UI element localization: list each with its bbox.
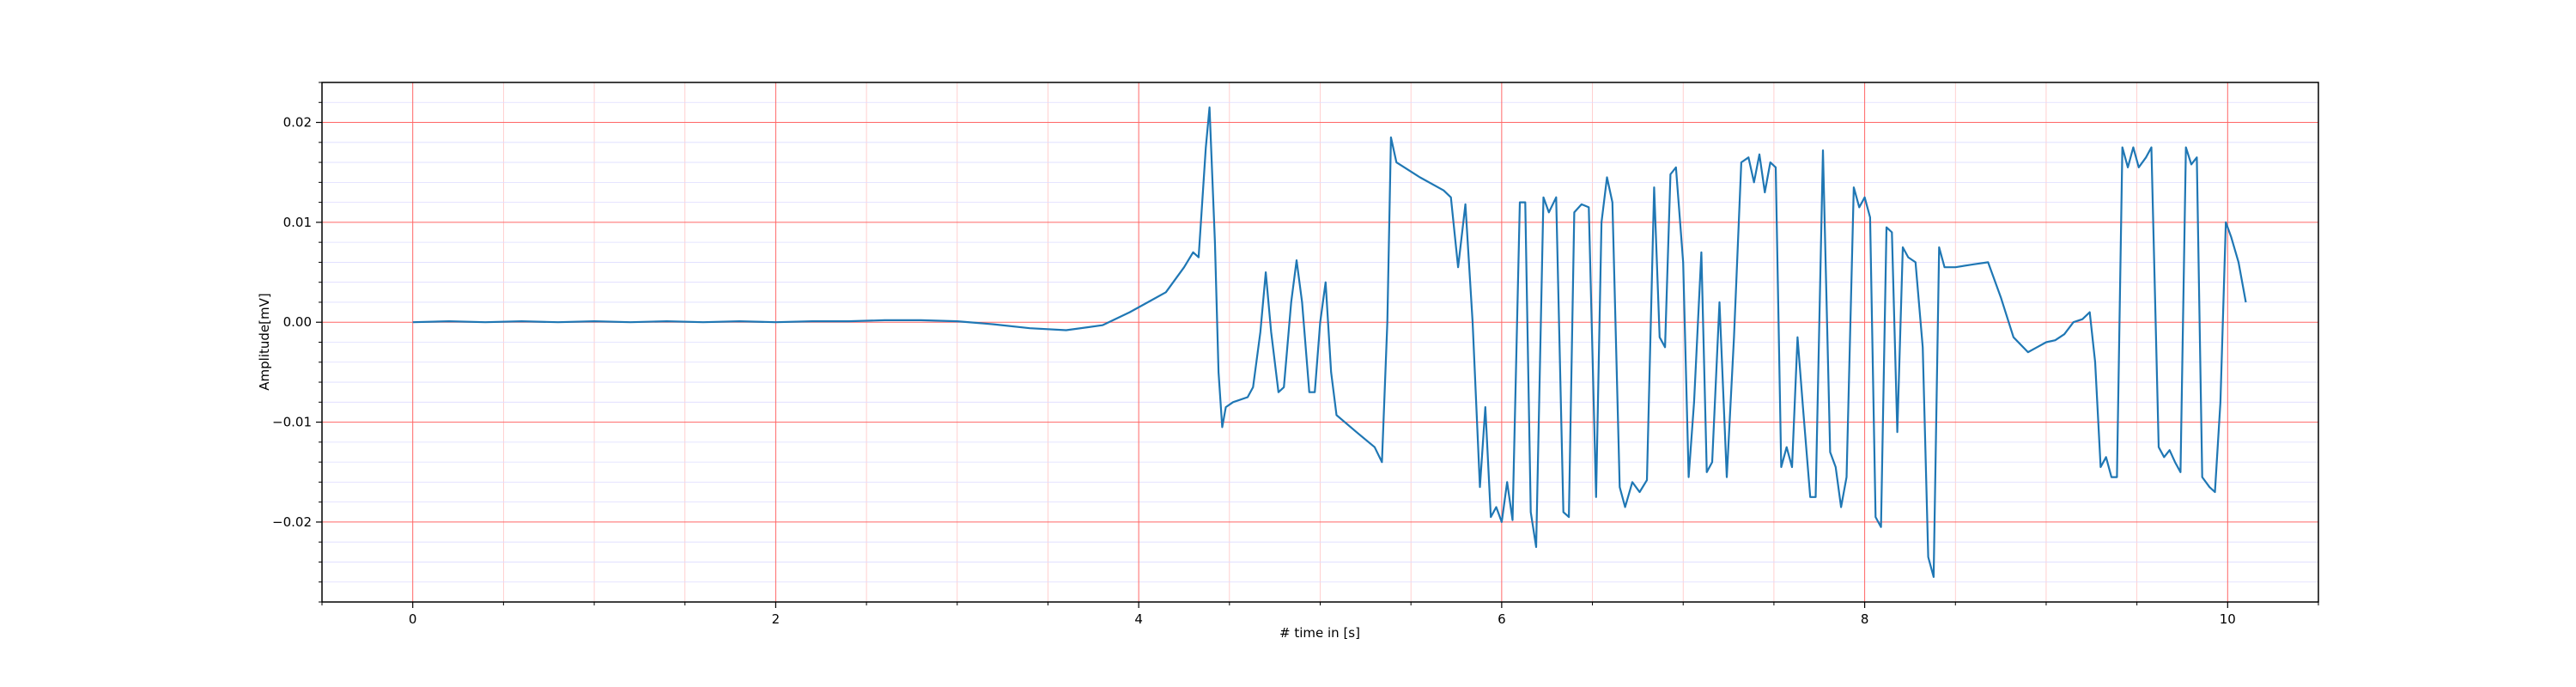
y-tick-label: −0.01 xyxy=(272,415,312,430)
x-tick-label: 2 xyxy=(772,611,781,627)
series-layer xyxy=(412,106,2247,578)
tick-marks xyxy=(316,82,2319,608)
signal-line xyxy=(412,106,2247,578)
tick-labels: 0 2 4 6 8 10 −0.02 −0.01 0.00 0.01 0.02 xyxy=(272,115,2236,627)
y-tick-label: −0.02 xyxy=(272,514,312,530)
x-tick-label: 6 xyxy=(1498,611,1506,627)
y-tick-label: 0.00 xyxy=(283,314,312,330)
x-tick-label: 4 xyxy=(1134,611,1143,627)
x-axis-label: # time in [s] xyxy=(1279,625,1360,641)
x-tick-label: 10 xyxy=(2220,611,2236,627)
x-tick-label: 0 xyxy=(409,611,417,627)
y-axis-label: Amplitude[mV] xyxy=(257,293,272,390)
x-tick-label: 8 xyxy=(1861,611,1869,627)
y-tick-label: 0.01 xyxy=(283,215,312,230)
y-tick-label: 0.02 xyxy=(283,115,312,131)
